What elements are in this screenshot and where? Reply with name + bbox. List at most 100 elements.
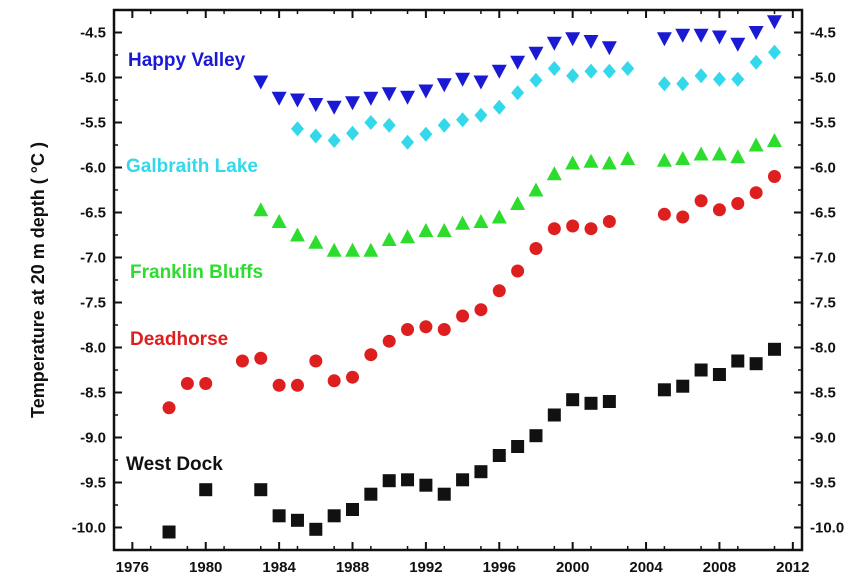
happy-valley-point <box>693 28 709 43</box>
franklin-bluffs-point <box>381 232 397 246</box>
west-dock-point <box>382 474 396 488</box>
deadhorse-point <box>712 203 726 217</box>
west-dock-point <box>272 509 286 523</box>
y-tick-label-left: -6.0 <box>80 160 106 177</box>
west-dock-point <box>474 465 488 479</box>
galbraith-lake-point <box>327 133 341 148</box>
x-tick-label: 2008 <box>703 559 736 576</box>
galbraith-lake-point <box>401 134 415 150</box>
y-tick-label-right: -10.0 <box>810 520 844 537</box>
galbraith-lake-point <box>437 117 451 133</box>
happy-valley-point <box>271 91 287 106</box>
deadhorse-point <box>602 215 616 228</box>
deadhorse-point <box>290 378 304 392</box>
west-dock-point <box>529 429 543 443</box>
happy-valley-point <box>326 100 342 115</box>
y-tick-label-right: -6.0 <box>810 160 836 177</box>
deadhorse-point <box>584 222 598 236</box>
y-tick-label-right: -8.0 <box>810 340 836 357</box>
deadhorse-point <box>382 334 396 348</box>
series-label-franklin-bluffs: Franklin Bluffs <box>130 262 263 283</box>
happy-valley-point <box>455 72 471 87</box>
series-label-west-dock: West Dock <box>126 454 223 475</box>
deadhorse-point <box>566 219 580 233</box>
happy-valley-point <box>510 55 526 70</box>
west-dock-point <box>767 342 781 356</box>
west-dock-point <box>492 449 506 462</box>
happy-valley-point <box>253 75 269 90</box>
franklin-bluffs-point <box>565 155 581 170</box>
west-dock-point <box>602 395 616 408</box>
galbraith-lake-point <box>492 99 506 115</box>
galbraith-lake-point <box>309 128 323 144</box>
deadhorse-point <box>199 377 213 390</box>
happy-valley-point <box>308 98 324 112</box>
happy-valley-point <box>528 46 544 61</box>
happy-valley-point <box>289 93 305 108</box>
west-dock-point <box>584 396 598 410</box>
galbraith-lake-point <box>382 117 396 133</box>
galbraith-lake-point <box>657 76 671 92</box>
y-tick-label-right: -9.0 <box>810 430 836 447</box>
galbraith-lake-point <box>456 112 470 128</box>
y-tick-label-left: -10.0 <box>72 520 106 537</box>
franklin-bluffs-point <box>308 234 324 249</box>
y-tick-label-left: -4.5 <box>80 25 106 42</box>
franklin-bluffs-point <box>528 182 544 197</box>
deadhorse-point <box>749 186 763 200</box>
series-labels: Happy Valley Galbraith Lake Franklin Bluff… <box>126 50 263 475</box>
west-dock-point <box>456 473 470 487</box>
data-markers <box>162 15 782 539</box>
x-tick-label: 1976 <box>116 559 149 576</box>
franklin-bluffs-point <box>363 242 379 257</box>
y-tick-label-left: -8.5 <box>80 385 106 402</box>
west-dock-point <box>566 393 580 407</box>
happy-valley-point <box>345 96 361 111</box>
series-label-deadhorse: Deadhorse <box>130 329 228 350</box>
deadhorse-point <box>474 303 488 317</box>
west-dock-point <box>712 368 726 381</box>
franklin-bluffs-point <box>326 242 342 257</box>
west-dock-point <box>731 354 745 368</box>
galbraith-lake-point <box>547 61 561 76</box>
galbraith-lake-point <box>419 126 433 142</box>
franklin-bluffs-point <box>253 202 269 217</box>
happy-valley-point <box>363 91 379 106</box>
deadhorse-point <box>235 354 249 368</box>
franklin-bluffs-point <box>436 223 452 237</box>
y-tick-label-right: -7.0 <box>810 250 836 267</box>
deadhorse-point <box>419 320 433 334</box>
y-axis-title: Temperature at 20 m depth ( °C ) <box>28 142 48 418</box>
happy-valley-point <box>473 75 489 90</box>
y-tick-label-right: -7.5 <box>810 295 836 312</box>
deadhorse-point <box>401 323 415 336</box>
deadhorse-point <box>492 284 506 298</box>
west-dock-point <box>290 513 304 527</box>
y-tick-label-right: -9.5 <box>810 475 836 492</box>
galbraith-lake-point <box>731 71 745 87</box>
west-dock-point <box>694 363 708 377</box>
y-tick-label-right: -4.5 <box>810 25 836 42</box>
happy-valley-point <box>436 78 452 93</box>
y-tick-label-left: -6.5 <box>80 205 106 222</box>
x-tick-label: 1988 <box>336 559 369 576</box>
x-tick-label: 1992 <box>409 559 442 576</box>
west-dock-point <box>199 483 213 497</box>
galbraith-lake-point <box>566 68 580 84</box>
galbraith-lake-point <box>749 54 763 70</box>
y-tick-label-left: -9.5 <box>80 475 106 492</box>
galbraith-lake-point <box>694 68 708 84</box>
west-dock-point <box>346 503 360 516</box>
franklin-bluffs-point <box>730 149 746 164</box>
galbraith-lake-point <box>676 76 690 92</box>
galbraith-lake-point <box>346 125 360 141</box>
galbraith-lake-point <box>602 63 616 79</box>
x-tick-label: 2012 <box>776 559 809 576</box>
happy-valley-point <box>730 37 746 52</box>
west-dock-point <box>162 525 176 539</box>
x-tick-label: 1984 <box>262 559 296 576</box>
west-dock-point <box>657 383 671 397</box>
west-dock-point <box>254 483 268 497</box>
galbraith-lake-point <box>364 115 378 130</box>
deadhorse-point <box>437 323 451 336</box>
